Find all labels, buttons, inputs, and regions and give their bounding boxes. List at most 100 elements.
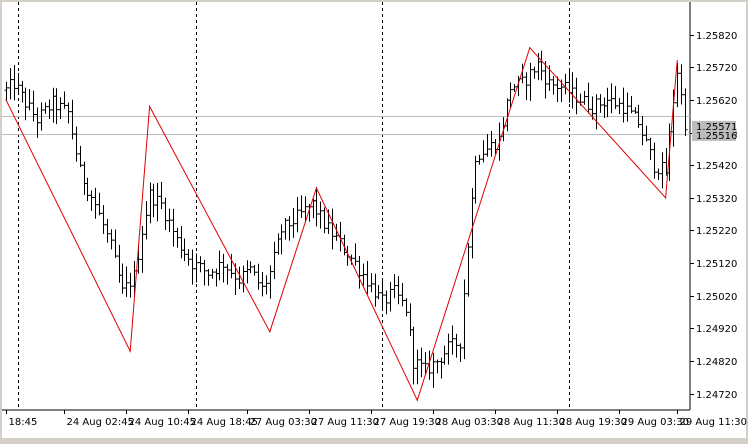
price-bar (656, 168, 661, 181)
y-tick-label: 1.25220 (696, 226, 737, 237)
plot-area (2, 2, 690, 410)
x-tick-label: 29 Aug 11:30 (680, 417, 747, 428)
y-tick-label: 1.25820 (696, 31, 737, 42)
price-bar (295, 197, 300, 233)
zigzag-vertex (129, 350, 131, 352)
price-bar (210, 269, 215, 279)
price-bar (260, 271, 265, 297)
price-bar (524, 72, 529, 101)
x-tick-label: 24 Aug 10:45 (129, 417, 196, 428)
price-bar (140, 225, 145, 273)
price-bar (78, 145, 83, 168)
price-bar (39, 102, 44, 131)
price-bar (303, 196, 308, 223)
price-bar (609, 83, 614, 114)
price-bar (485, 134, 490, 157)
price-bar (89, 190, 94, 211)
price-bar (58, 97, 63, 120)
current-price-label-stack: 1.25571 (696, 122, 737, 133)
price-bar (640, 116, 645, 146)
price-bar (163, 197, 168, 230)
price-bar (241, 265, 246, 293)
zigzag-vertex (315, 187, 317, 189)
price-bar (256, 263, 261, 290)
zigzag-indicator (5, 46, 678, 402)
price-bar (66, 102, 71, 124)
price-bar (318, 201, 323, 229)
price-bar (415, 349, 420, 385)
x-tick-label: 24 Aug 02:45 (67, 417, 134, 428)
price-bar (532, 66, 537, 79)
price-bar (380, 279, 385, 309)
price-bar (291, 208, 296, 238)
price-bar (675, 62, 680, 108)
price-bar (167, 208, 172, 233)
price-bar (299, 195, 304, 218)
price-bar (74, 126, 79, 162)
price-bar (194, 253, 199, 283)
price-bar (97, 192, 102, 216)
price-bar (8, 67, 13, 100)
zigzag-vertex (148, 105, 151, 108)
price-bar (283, 218, 288, 240)
price-bar (551, 76, 556, 95)
price-bar (12, 64, 17, 101)
price-bar (202, 259, 207, 286)
x-tick-label: 27 Aug 03:30 (250, 417, 317, 428)
price-scale-area (690, 2, 746, 410)
price-bar (322, 207, 327, 234)
price-bar (528, 62, 533, 101)
price-bar (221, 253, 226, 283)
price-bar (423, 352, 428, 376)
price-bar (357, 255, 362, 289)
price-bar (144, 201, 149, 240)
price-bar (31, 90, 36, 122)
price-bar (43, 102, 48, 114)
price-bar (186, 249, 191, 266)
price-bar (404, 298, 409, 317)
price-bar (353, 243, 358, 266)
price-bar (248, 261, 253, 274)
price-bar (70, 99, 75, 140)
price-bar (520, 63, 525, 84)
y-tick-label: 1.24720 (696, 390, 737, 401)
price-bar (660, 152, 665, 189)
price-bar (279, 224, 284, 255)
price-bar (508, 82, 513, 109)
price-bar (159, 182, 164, 210)
price-bar (35, 107, 40, 138)
price-bar (442, 345, 447, 365)
price-bar (16, 72, 21, 96)
zigzag-vertex (529, 47, 531, 49)
price-bar (636, 104, 641, 128)
price-bar (217, 250, 222, 281)
price-bar (466, 243, 471, 297)
price-bar (190, 249, 195, 285)
price-bar (683, 88, 688, 136)
current-price-marker: 1.25571 1.25516 (692, 120, 737, 142)
price-bar (93, 187, 98, 219)
price-bar (268, 265, 273, 299)
current-price-label-bg (692, 120, 736, 141)
price-bar (155, 183, 160, 222)
price-bar (349, 254, 354, 265)
price-bar (392, 274, 397, 299)
y-tick-label: 1.25120 (696, 259, 737, 270)
x-tick-label: 27 Aug 11:30 (312, 417, 379, 428)
y-tick-label: 1.25020 (696, 292, 737, 303)
price-bar (594, 94, 599, 130)
x-tick-label: 28 Aug 19:30 (560, 417, 627, 428)
price-bar (454, 333, 459, 358)
price-bar (334, 223, 339, 241)
price-bar (629, 95, 634, 114)
x-tick-label: 18:45 (9, 417, 38, 428)
price-bar (431, 352, 436, 388)
zigzag-vertex (416, 399, 418, 401)
price-bar (679, 64, 684, 105)
price-bar (473, 155, 478, 204)
y-tick-label: 1.25620 (696, 96, 737, 107)
y-tick-label: 1.25720 (696, 63, 737, 74)
price-levels (2, 116, 690, 135)
